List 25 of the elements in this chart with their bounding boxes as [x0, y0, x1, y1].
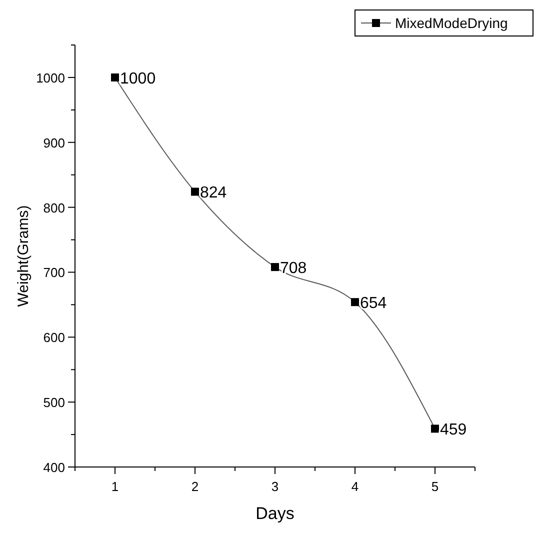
x-tick-label: 5 — [431, 479, 439, 494]
x-tick-label: 2 — [191, 479, 199, 494]
y-tick-label: 800 — [43, 200, 65, 216]
point — [271, 263, 279, 272]
data-label: 654 — [360, 295, 387, 312]
legend-label: MixedModeDrying — [395, 15, 508, 31]
y-tick-label: 700 — [43, 265, 65, 280]
y-tick-label: 900 — [43, 135, 65, 150]
point — [111, 73, 119, 82]
x-tick-label: 3 — [271, 479, 279, 494]
data-label: 708 — [280, 260, 307, 278]
y-tick-label: 600 — [43, 330, 65, 346]
data-label: 824 — [200, 184, 227, 202]
point — [431, 424, 439, 433]
x-axis-title: Days — [256, 504, 294, 523]
data-label: 1000 — [120, 70, 156, 88]
point — [351, 298, 359, 306]
x-tick-label: 1 — [111, 479, 119, 494]
x-tick-label: 4 — [351, 479, 359, 494]
y-axis-title: Weight(Grams) — [15, 205, 32, 307]
y-tick-label: 400 — [43, 460, 65, 475]
y-tick-label: 500 — [43, 395, 65, 410]
data-label: 459 — [440, 422, 467, 439]
y-tick-label: 1000 — [36, 70, 65, 86]
point — [191, 188, 199, 196]
